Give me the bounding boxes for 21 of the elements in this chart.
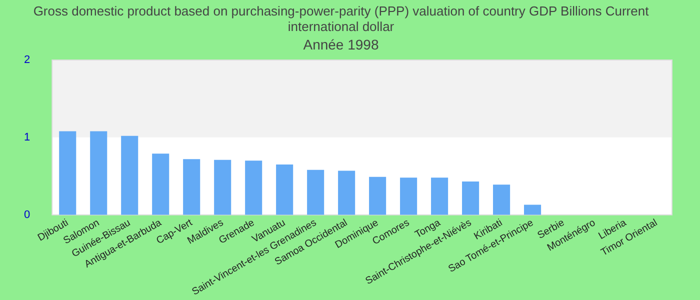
bar (59, 131, 76, 215)
bar (462, 182, 480, 215)
bar (245, 160, 262, 215)
bar (307, 170, 324, 215)
bar (152, 154, 170, 215)
bar (90, 131, 108, 215)
bar (524, 204, 542, 215)
bar (431, 178, 448, 215)
bar (338, 170, 356, 215)
bar (214, 160, 232, 215)
chart-subtitle: Année 1998 (303, 36, 379, 52)
bar (183, 159, 200, 215)
y-tick-label: 1 (24, 131, 30, 144)
y-tick-label: 2 (24, 54, 30, 66)
y-tick-label: 0 (24, 208, 30, 221)
bar (369, 176, 386, 215)
bar (400, 178, 418, 215)
bar (276, 164, 294, 215)
chart-title: Gross domestic product based on purchasing-power-parity (PPP) valuation of country GDP Billions Current international dollar (33, 3, 650, 34)
bar (493, 184, 510, 215)
bar (121, 136, 138, 215)
